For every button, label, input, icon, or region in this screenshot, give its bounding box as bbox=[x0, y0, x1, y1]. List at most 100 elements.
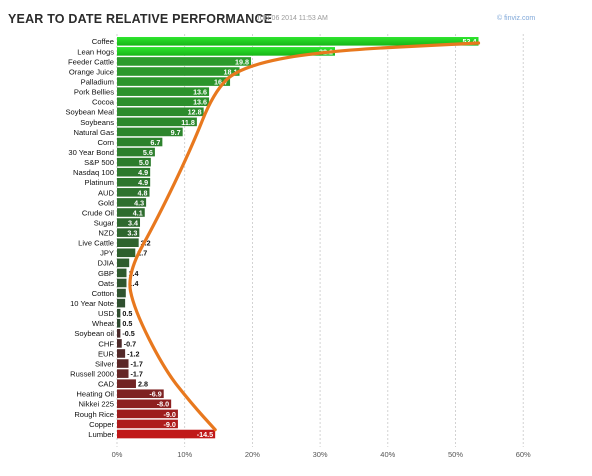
category-label: Wheat bbox=[92, 319, 115, 328]
value-label: -14.5 bbox=[197, 430, 213, 439]
value-label: 4.8 bbox=[137, 188, 147, 197]
category-label: NZD bbox=[98, 229, 114, 238]
value-label: 53.4 bbox=[463, 37, 477, 46]
x-tick-label: 0% bbox=[112, 450, 123, 459]
category-label: Copper bbox=[89, 420, 114, 429]
value-label: 5.0 bbox=[139, 158, 149, 167]
value-label: 1.4 bbox=[128, 279, 138, 288]
bar bbox=[117, 288, 126, 298]
bar bbox=[117, 117, 197, 127]
value-label: 0.5 bbox=[122, 319, 132, 328]
bar bbox=[117, 127, 183, 137]
category-label: Crude Oil bbox=[82, 208, 114, 217]
value-label: -1.2 bbox=[127, 349, 139, 358]
category-label: Lumber bbox=[88, 430, 114, 439]
value-label: 4.3 bbox=[134, 198, 144, 207]
category-label: Palladium bbox=[81, 77, 114, 86]
value-label: 9.7 bbox=[171, 128, 181, 137]
category-label: Cotton bbox=[92, 289, 114, 298]
value-label: -8.0 bbox=[157, 400, 169, 409]
value-label: 3.3 bbox=[127, 229, 137, 238]
category-label: Gold bbox=[98, 198, 114, 207]
bar bbox=[117, 47, 335, 56]
bar bbox=[117, 419, 178, 429]
bar bbox=[117, 67, 240, 76]
bar bbox=[117, 198, 147, 207]
category-label: DJIA bbox=[98, 259, 115, 268]
value-label: 4.1 bbox=[133, 208, 143, 217]
bar bbox=[117, 268, 127, 278]
x-tick-label: 50% bbox=[448, 450, 463, 459]
value-label: 19.8 bbox=[235, 57, 249, 66]
category-label: Oats bbox=[98, 279, 114, 288]
value-label: 2.8 bbox=[138, 380, 148, 389]
bars: 53.432.219.818.116.713.613.612.811.89.76… bbox=[117, 37, 479, 439]
category-label: Corn bbox=[98, 138, 114, 147]
category-label: GBP bbox=[98, 269, 114, 278]
bar bbox=[117, 147, 155, 157]
value-label: 18.1 bbox=[224, 67, 238, 76]
category-label: Platinum bbox=[84, 178, 114, 187]
value-label: 5.6 bbox=[143, 148, 153, 157]
value-label: 13.6 bbox=[193, 98, 207, 107]
category-label: Nasdaq 100 bbox=[73, 168, 114, 177]
category-label: Pork Bellies bbox=[74, 88, 114, 97]
bar bbox=[117, 359, 129, 368]
category-label: 30 Year Bond bbox=[68, 148, 114, 157]
bar bbox=[117, 258, 130, 268]
category-label: Soybean oil bbox=[74, 329, 114, 338]
category-label: Feeder Cattle bbox=[68, 57, 114, 66]
category-label: Rough Rice bbox=[74, 410, 114, 419]
x-tick-label: 10% bbox=[177, 450, 192, 459]
bar bbox=[117, 107, 204, 117]
bar bbox=[117, 37, 479, 46]
category-label: Natural Gas bbox=[73, 128, 114, 137]
bar bbox=[117, 97, 210, 107]
chart-source[interactable]: © finviz.com bbox=[497, 15, 536, 22]
bar bbox=[117, 429, 216, 439]
category-label: S&P 500 bbox=[84, 158, 114, 167]
bar bbox=[117, 409, 178, 419]
trend-curve-path bbox=[128, 41, 481, 432]
bar bbox=[117, 57, 252, 66]
category-label: Sugar bbox=[94, 218, 115, 227]
x-tick-label: 30% bbox=[313, 450, 328, 459]
x-tick-label: 60% bbox=[516, 450, 531, 459]
bar bbox=[117, 167, 151, 177]
value-label: -9.0 bbox=[164, 420, 176, 429]
x-axis-ticks: 0% 10% 20% 30% 40% 50% 60% bbox=[112, 450, 531, 459]
value-label: -0.5 bbox=[122, 329, 134, 338]
category-label: USD bbox=[98, 309, 115, 318]
bar bbox=[117, 137, 163, 147]
value-label: 11.8 bbox=[181, 118, 195, 127]
category-label: Nikkei 225 bbox=[79, 400, 114, 409]
x-tick-label: 20% bbox=[245, 450, 260, 459]
bar bbox=[117, 238, 139, 247]
value-label: 12.8 bbox=[188, 108, 202, 117]
value-label: 4.9 bbox=[138, 178, 148, 187]
category-label: EUR bbox=[98, 349, 115, 358]
category-label: CAD bbox=[98, 380, 115, 389]
category-label: 10 Year Note bbox=[70, 299, 114, 308]
category-label: CHF bbox=[98, 339, 114, 348]
bar bbox=[117, 379, 136, 388]
bar bbox=[117, 339, 122, 348]
value-label: -1.7 bbox=[131, 359, 143, 368]
bar bbox=[117, 188, 150, 197]
value-label: 3.4 bbox=[128, 218, 138, 227]
category-label: Soybean Meal bbox=[65, 108, 114, 117]
bar bbox=[117, 349, 126, 358]
category-label: Russell 2000 bbox=[70, 370, 114, 379]
bar bbox=[117, 177, 151, 187]
category-label: AUD bbox=[98, 188, 115, 197]
value-label: -1.7 bbox=[131, 370, 143, 379]
bar bbox=[117, 389, 164, 399]
value-label: 13.6 bbox=[193, 88, 207, 97]
bar bbox=[117, 278, 127, 288]
bar bbox=[117, 228, 140, 237]
category-label: Heating Oil bbox=[76, 390, 114, 399]
value-label: 2.7 bbox=[137, 249, 147, 258]
value-label: 0.5 bbox=[122, 309, 132, 318]
